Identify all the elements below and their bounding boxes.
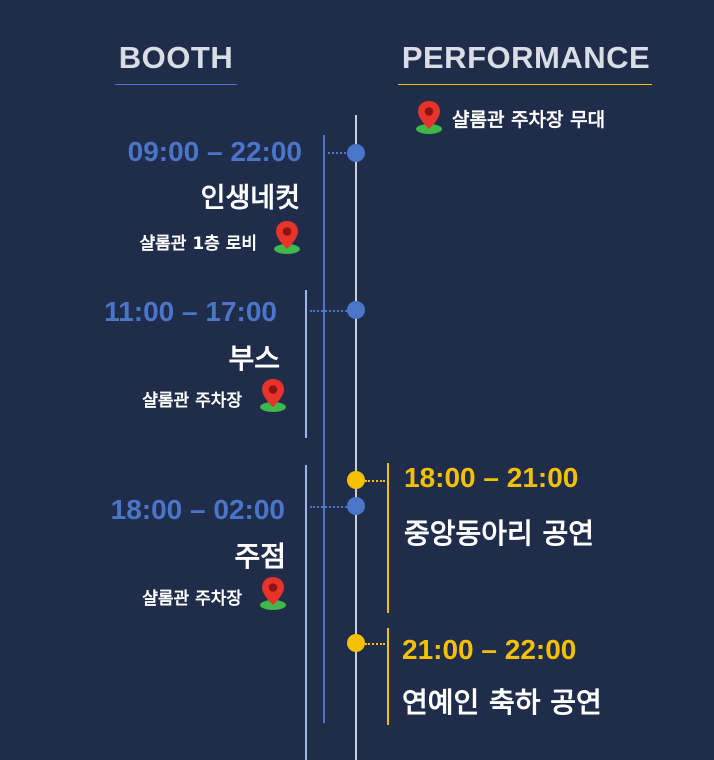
performance-time-2: 21:00 – 22:00 — [402, 634, 577, 665]
booth-dot-1 — [347, 144, 365, 162]
booth-bar-1 — [323, 135, 325, 723]
performance-time-1: 18:00 – 21:00 — [404, 462, 579, 493]
performance-dot-2 — [347, 634, 365, 652]
booth-location-2: 샬롬관 주차장 — [142, 391, 242, 411]
timeline-axis — [355, 115, 357, 760]
booth-time-3: 18:00 – 02:00 — [110, 494, 285, 525]
performance-header-underline — [398, 84, 652, 85]
performance-header: PERFORMANCE — [401, 40, 651, 75]
booth-title-3: 주점 — [234, 540, 286, 573]
booth-time-2: 11:00 – 17:00 — [104, 296, 277, 327]
booth-time-1: 09:00 – 22:00 — [127, 136, 302, 167]
booth-dot-2 — [347, 301, 365, 319]
booth-location-1: 샬롬관 1층 로비 — [139, 234, 257, 254]
performance-location: 샬롬관 주차장 무대 — [452, 109, 606, 131]
performance-title-1: 중앙동아리 공연 — [404, 517, 595, 550]
booth-connector-2 — [310, 310, 350, 312]
performance-dot-1 — [347, 471, 365, 489]
map-pin-icon — [416, 101, 442, 134]
booth-bar-2 — [305, 290, 307, 438]
performance-bar-2 — [387, 628, 389, 725]
booth-header: BOOTH — [118, 40, 234, 75]
booth-title-2: 부스 — [228, 342, 280, 375]
booth-header-underline — [115, 84, 237, 85]
booth-connector-3 — [310, 506, 350, 508]
booth-bar-3 — [305, 465, 307, 760]
map-pin-icon — [260, 577, 286, 610]
map-pin-icon — [274, 221, 300, 254]
booth-title-1: 인생네컷 — [200, 183, 300, 214]
booth-connector-1 — [328, 152, 350, 154]
performance-title-2: 연예인 축하 공연 — [402, 686, 602, 719]
performance-bar-1 — [387, 463, 389, 613]
performance-connector-1 — [365, 480, 385, 482]
performance-connector-2 — [365, 643, 385, 645]
map-pin-icon — [260, 379, 286, 412]
booth-dot-3 — [347, 497, 365, 515]
booth-location-3: 샬롬관 주차장 — [142, 589, 242, 609]
